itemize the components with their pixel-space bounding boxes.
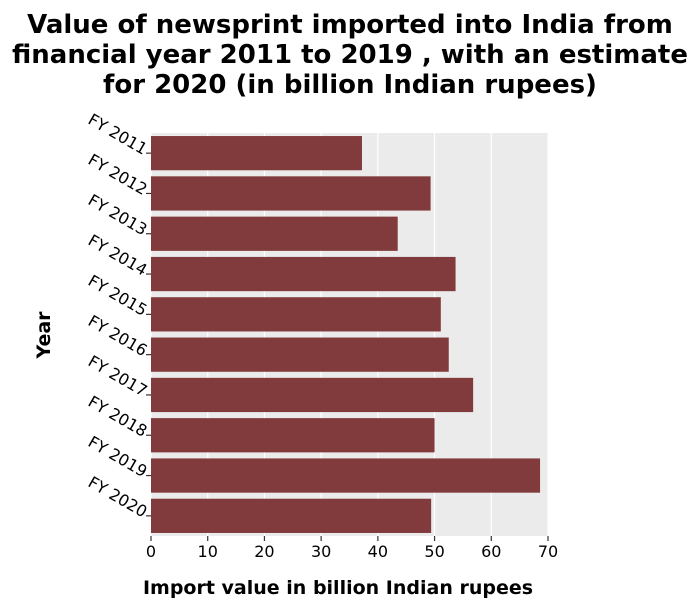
bar [151, 418, 435, 453]
x-tick-label: 0 [146, 542, 156, 561]
bar [151, 498, 432, 533]
bar [151, 377, 474, 413]
x-tick-label: 50 [424, 542, 444, 561]
x-axis-label: Import value in billion Indian rupees [143, 577, 533, 599]
x-tick-label: 60 [481, 542, 501, 561]
bar [151, 136, 362, 171]
bar [151, 256, 456, 292]
chart-title-line-1: Value of newsprint imported into India f… [27, 10, 673, 40]
x-tick-label: 70 [538, 542, 558, 561]
bars [151, 136, 541, 533]
chart-title-line-2: financial year 2011 to 2019 , with an es… [12, 40, 688, 70]
x-tick-label: 10 [198, 542, 218, 561]
y-axis-label: Year [33, 311, 55, 360]
bar [151, 458, 541, 493]
bar [151, 337, 449, 372]
x-tick-label: 40 [368, 542, 388, 561]
chart-title-line-3: for 2020 (in billion Indian rupees) [103, 70, 597, 100]
bar [151, 297, 441, 332]
x-axis-ticks: 0 10 20 30 40 50 60 70 [146, 536, 558, 561]
x-tick-label: 30 [311, 542, 331, 561]
x-tick-label: 20 [254, 542, 274, 561]
bar [151, 216, 398, 251]
bar [151, 176, 431, 211]
